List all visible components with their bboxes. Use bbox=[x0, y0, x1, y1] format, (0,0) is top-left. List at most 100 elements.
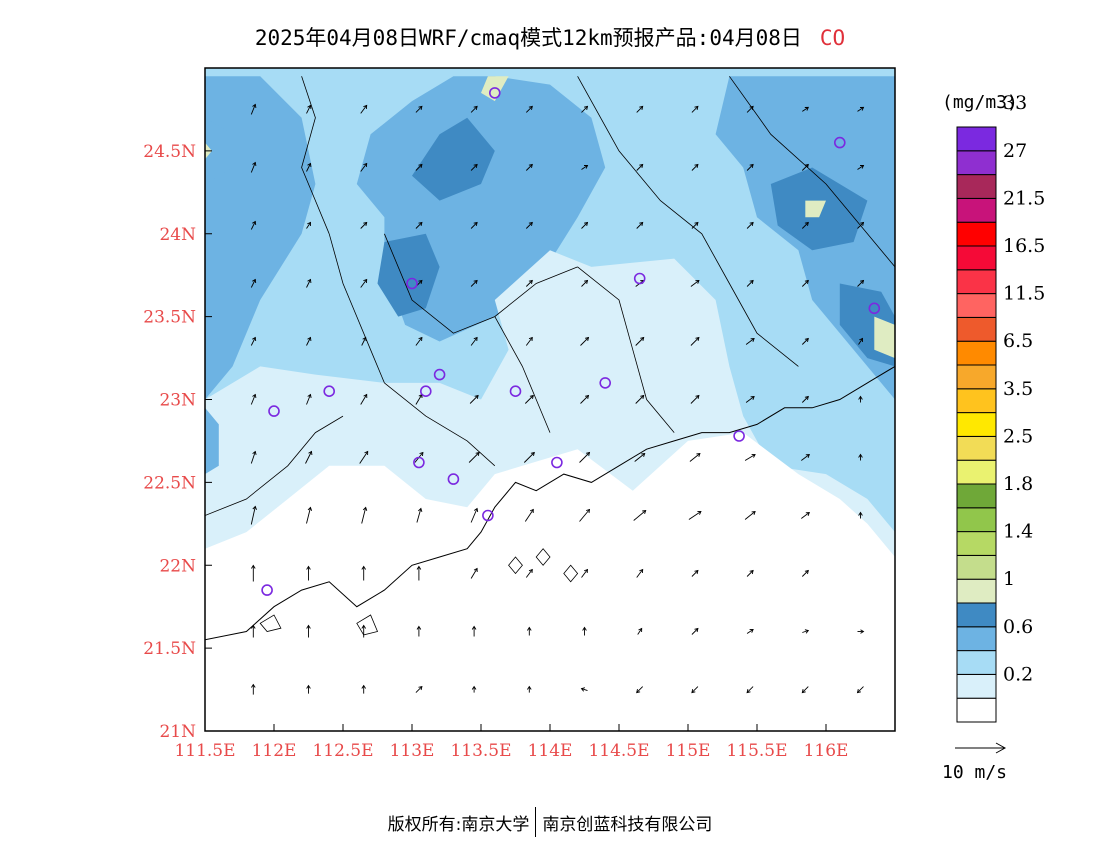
wind-arrow bbox=[802, 106, 809, 112]
wind-arrow bbox=[857, 106, 865, 112]
x-tick-label: 115.5E bbox=[726, 741, 787, 761]
wind-arrow bbox=[250, 278, 257, 288]
wind-scale-label: 10 m/s bbox=[942, 762, 1007, 783]
station-marker bbox=[406, 277, 418, 290]
concentration-field bbox=[205, 76, 895, 731]
wind-arrow bbox=[360, 104, 368, 114]
wind-arrow bbox=[470, 163, 478, 171]
coastline-layer bbox=[205, 76, 895, 641]
legend-swatch bbox=[956, 626, 997, 652]
color-legend: (mg/m3) 0.2 0.6 1 1.4 1.8 2.5 3.5 6.5 11.5 16.5 21.… bbox=[942, 92, 1045, 723]
wind-arrow bbox=[744, 453, 756, 461]
wind-arrow bbox=[858, 511, 863, 519]
wind-arrow bbox=[527, 685, 532, 693]
wind-arrow bbox=[691, 221, 699, 229]
wind-arrow bbox=[415, 221, 423, 229]
legend-label: 2.5 bbox=[1003, 425, 1033, 447]
concentration-region bbox=[205, 407, 219, 475]
admin-border bbox=[301, 76, 330, 234]
wind-arrow bbox=[415, 163, 423, 171]
wind-arrow bbox=[361, 684, 366, 694]
legend-swatch bbox=[956, 269, 997, 295]
wind-arrow bbox=[690, 336, 700, 346]
wind-arrow bbox=[636, 686, 644, 694]
legend-label: 16.5 bbox=[1003, 235, 1045, 257]
wind-arrow bbox=[361, 506, 368, 524]
wind-arrow bbox=[415, 336, 423, 346]
wind-arrow bbox=[470, 105, 478, 113]
legend-label: 0.6 bbox=[1003, 616, 1033, 638]
legend-label: 1 bbox=[1003, 568, 1015, 590]
station-marker bbox=[433, 368, 446, 381]
wind-arrow bbox=[250, 450, 257, 464]
y-tick-label: 23N bbox=[159, 391, 196, 411]
wind-arrow bbox=[581, 221, 589, 229]
wind-arrow bbox=[580, 687, 588, 692]
admin-border bbox=[205, 415, 344, 516]
legend-swatch bbox=[956, 435, 997, 461]
copyright-footer: 版权所有:南京大学 南京创蓝科技有限公司 bbox=[0, 807, 1100, 837]
map-plot bbox=[205, 68, 895, 731]
legend-swatch bbox=[956, 697, 997, 723]
wind-arrow bbox=[858, 337, 863, 345]
wind-arrow bbox=[360, 393, 368, 405]
wind-arrow bbox=[636, 163, 644, 171]
wind-arrow bbox=[801, 395, 809, 403]
wind-arrow bbox=[523, 451, 535, 463]
legend-swatch bbox=[956, 340, 997, 366]
wind-arrow bbox=[745, 337, 755, 345]
wind-arrow bbox=[250, 336, 257, 346]
island bbox=[535, 548, 551, 566]
wind-arrow bbox=[802, 629, 810, 634]
wind-arrow bbox=[582, 626, 587, 636]
station-marker bbox=[268, 405, 280, 417]
legend-swatch bbox=[956, 388, 997, 414]
wind-arrow bbox=[857, 279, 865, 287]
wind-arrow bbox=[416, 565, 422, 581]
wind-arrow bbox=[416, 507, 423, 523]
y-tick-label: 22N bbox=[159, 556, 196, 576]
wind-arrow bbox=[581, 568, 589, 578]
footer-divider bbox=[535, 807, 537, 837]
island bbox=[508, 556, 523, 575]
longitude-axis: 111.5E 112E 112.5E 113E 113.5E 114E 114.5E 115E… bbox=[174, 724, 848, 761]
legend-label: 6.5 bbox=[1003, 330, 1033, 352]
wind-arrow bbox=[469, 394, 479, 404]
wind-arrow bbox=[250, 220, 257, 230]
wind-arrow bbox=[689, 452, 701, 462]
legend-swatch bbox=[956, 412, 997, 437]
x-tick-label: 112E bbox=[252, 741, 297, 761]
wind-arrow bbox=[525, 336, 533, 346]
wind-arrow bbox=[580, 394, 590, 404]
wind-scale: 10 m/s bbox=[942, 742, 1007, 783]
station-marker-layer bbox=[261, 87, 881, 596]
legend-swatch bbox=[956, 578, 997, 604]
wind-arrow bbox=[858, 395, 863, 403]
station-marker bbox=[509, 385, 522, 398]
legend-swatch bbox=[956, 316, 997, 342]
wind-arrow bbox=[633, 509, 647, 521]
wind-arrow bbox=[361, 624, 366, 638]
admin-border bbox=[577, 266, 675, 433]
legend-swatch bbox=[956, 650, 997, 675]
wind-arrow bbox=[690, 280, 700, 287]
x-tick-label: 116E bbox=[804, 741, 849, 761]
wind-arrow bbox=[801, 569, 809, 577]
station-marker bbox=[482, 509, 494, 522]
wind-arrow bbox=[580, 336, 590, 346]
station-marker bbox=[419, 385, 432, 398]
wind-arrow bbox=[306, 104, 312, 114]
legend-label: 33 bbox=[1003, 92, 1027, 114]
legend-swatch bbox=[956, 459, 997, 485]
legend-swatch bbox=[956, 364, 997, 390]
wind-arrow bbox=[470, 279, 478, 287]
wind-arrow bbox=[636, 105, 644, 113]
wind-arrow bbox=[636, 221, 644, 229]
wind-arrow bbox=[581, 279, 589, 287]
x-tick-label: 113.5E bbox=[450, 741, 511, 761]
wind-arrow bbox=[691, 627, 699, 635]
wind-arrow bbox=[746, 105, 754, 113]
wind-arrow bbox=[306, 336, 312, 346]
wind-arrow bbox=[801, 337, 809, 345]
legend-swatch bbox=[956, 507, 997, 533]
